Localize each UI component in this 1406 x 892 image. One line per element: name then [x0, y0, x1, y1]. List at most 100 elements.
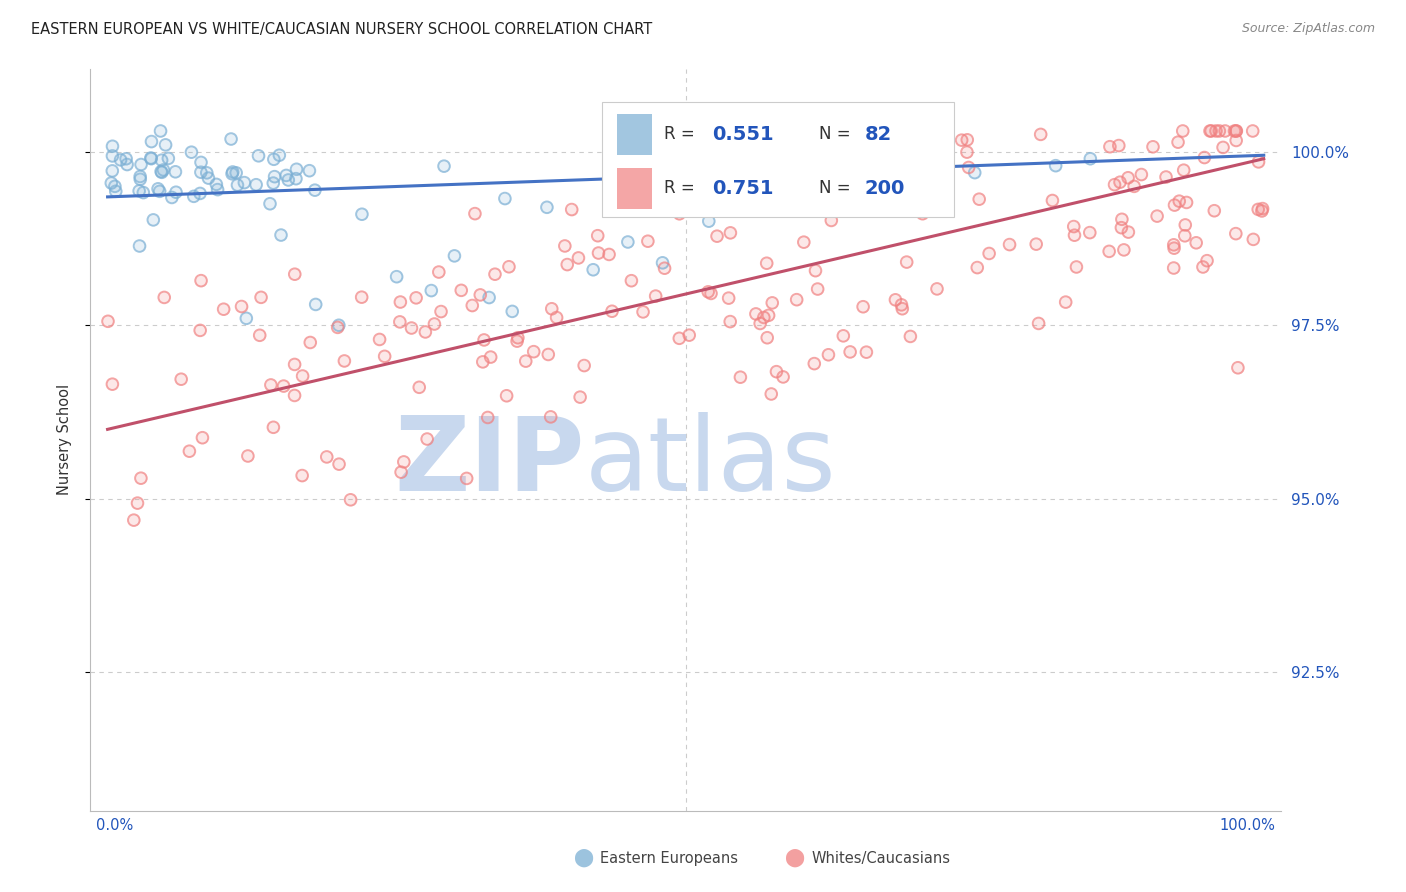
- Point: [749, 317, 772, 331]
- Point: [1241, 232, 1264, 246]
- Point: [706, 229, 728, 244]
- Point: [1171, 124, 1194, 138]
- Point: [190, 274, 212, 288]
- Point: [1205, 124, 1227, 138]
- Point: [190, 165, 212, 179]
- Point: [269, 148, 291, 162]
- Point: [718, 315, 741, 329]
- Point: [718, 226, 741, 240]
- Point: [905, 172, 928, 186]
- Bar: [617, 168, 652, 209]
- Point: [226, 178, 249, 192]
- Point: [1042, 194, 1064, 208]
- Point: [925, 282, 948, 296]
- Point: [461, 298, 484, 312]
- Point: [855, 345, 877, 359]
- Point: [1078, 226, 1101, 240]
- Point: [697, 214, 720, 228]
- Point: [415, 325, 437, 339]
- Point: [546, 310, 568, 325]
- Point: [100, 176, 122, 190]
- Point: [494, 192, 516, 206]
- Point: [1163, 241, 1185, 255]
- Point: [291, 468, 314, 483]
- Point: [1204, 203, 1226, 218]
- Point: [745, 307, 768, 321]
- Point: [588, 246, 610, 260]
- Point: [165, 186, 187, 200]
- Point: [1104, 178, 1126, 192]
- Point: [188, 323, 211, 337]
- Point: [247, 149, 270, 163]
- Point: [190, 155, 212, 169]
- Point: [122, 513, 145, 527]
- Point: [464, 206, 486, 220]
- Point: [328, 318, 350, 333]
- Point: [735, 202, 758, 216]
- Point: [1225, 133, 1247, 147]
- Point: [1185, 235, 1208, 250]
- Point: [1226, 360, 1249, 375]
- Point: [233, 176, 256, 190]
- Point: [104, 184, 127, 198]
- Text: 200: 200: [865, 178, 904, 198]
- Point: [1098, 139, 1121, 153]
- Point: [813, 131, 835, 145]
- Point: [896, 255, 918, 269]
- Point: [104, 179, 127, 194]
- Point: [1173, 163, 1195, 178]
- Point: [263, 169, 285, 184]
- Point: [304, 183, 326, 197]
- Point: [233, 176, 256, 190]
- Text: 0.751: 0.751: [711, 178, 773, 198]
- Point: [263, 169, 285, 184]
- Point: [484, 267, 506, 281]
- Point: [262, 420, 284, 434]
- Point: [890, 298, 912, 312]
- Point: [150, 164, 173, 178]
- Point: [1123, 179, 1146, 194]
- Point: [129, 471, 152, 485]
- Point: [891, 301, 914, 316]
- Point: [917, 131, 939, 145]
- Point: [586, 228, 609, 243]
- Point: [142, 213, 165, 227]
- Point: [1078, 152, 1101, 166]
- Point: [1028, 317, 1050, 331]
- Point: [183, 189, 205, 203]
- Point: [273, 379, 295, 393]
- Point: [495, 389, 517, 403]
- Point: [839, 345, 862, 359]
- Point: [1197, 253, 1219, 268]
- Point: [191, 431, 214, 445]
- Point: [1142, 140, 1164, 154]
- Point: [146, 182, 169, 196]
- Point: [905, 172, 928, 186]
- Point: [772, 370, 794, 384]
- Point: [191, 431, 214, 445]
- Point: [1054, 295, 1077, 310]
- Point: [540, 301, 562, 316]
- Point: [291, 369, 314, 384]
- Point: [179, 444, 201, 458]
- Point: [966, 260, 988, 275]
- Text: R =: R =: [664, 125, 700, 143]
- Point: [129, 169, 152, 184]
- Point: [776, 124, 799, 138]
- Point: [1225, 124, 1247, 138]
- Point: [205, 178, 228, 192]
- Point: [450, 284, 472, 298]
- Point: [1118, 225, 1140, 239]
- Point: [588, 246, 610, 260]
- Point: [128, 239, 150, 253]
- Point: [896, 255, 918, 269]
- Point: [299, 335, 322, 350]
- Point: [222, 165, 245, 179]
- Point: [277, 173, 299, 187]
- Point: [443, 249, 465, 263]
- Point: [1225, 227, 1247, 241]
- Point: [129, 157, 152, 171]
- Point: [1225, 124, 1247, 138]
- Point: [225, 166, 247, 180]
- Point: [501, 304, 523, 318]
